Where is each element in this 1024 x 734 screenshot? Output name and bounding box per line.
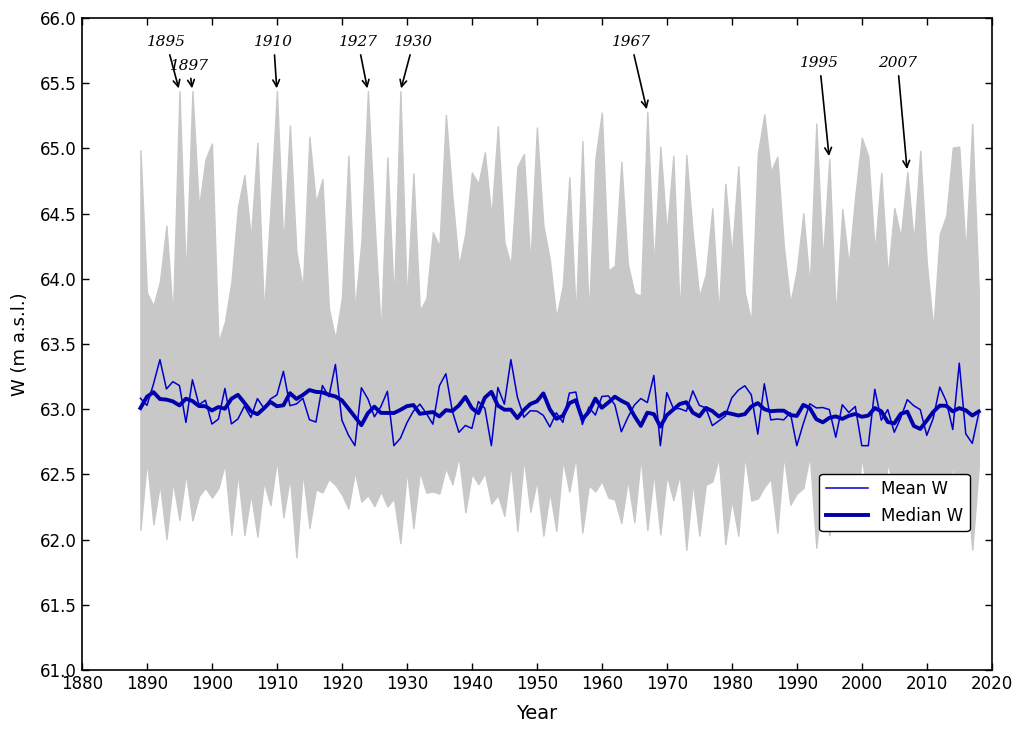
Median W	[973, 407, 985, 416]
Median W	[693, 412, 706, 421]
Mean W	[349, 441, 361, 450]
Mean W	[375, 402, 387, 411]
Text: 2007: 2007	[878, 57, 918, 167]
Median W	[134, 404, 146, 413]
Legend: Mean W, Median W: Mean W, Median W	[819, 473, 970, 531]
Median W	[914, 424, 927, 433]
Median W	[303, 385, 315, 394]
Mean W	[154, 355, 166, 364]
Median W	[369, 402, 381, 411]
Median W	[577, 415, 589, 424]
Text: 1897: 1897	[170, 59, 209, 87]
Mean W	[583, 403, 595, 412]
Median W	[797, 401, 809, 410]
Line: Mean W: Mean W	[140, 360, 979, 446]
Median W	[499, 405, 511, 414]
Text: 1910: 1910	[254, 35, 293, 87]
Mean W	[804, 399, 816, 408]
X-axis label: Year: Year	[516, 704, 557, 723]
Text: 1927: 1927	[339, 35, 378, 87]
Text: 1930: 1930	[394, 35, 433, 87]
Text: 1967: 1967	[611, 35, 650, 107]
Mean W	[134, 394, 146, 403]
Mean W	[699, 404, 712, 413]
Y-axis label: W (m a.s.l.): W (m a.s.l.)	[11, 292, 29, 396]
Text: 1995: 1995	[800, 57, 839, 154]
Mean W	[505, 355, 517, 364]
Text: 1895: 1895	[147, 35, 186, 87]
Mean W	[973, 409, 985, 418]
Mean W	[765, 415, 777, 424]
Line: Median W: Median W	[140, 390, 979, 429]
Median W	[758, 404, 770, 413]
